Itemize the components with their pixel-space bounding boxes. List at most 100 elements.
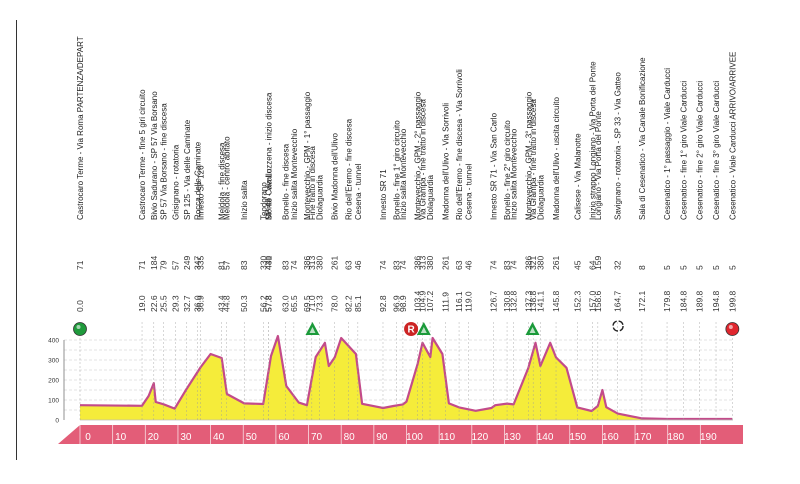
waypoint-altitude: 83 <box>281 260 291 270</box>
waypoint-altitude: 74 <box>289 260 299 270</box>
waypoint-name: Rocca delle Caminate <box>194 141 203 220</box>
waypoint-name: Madonna dell'Ulivo - Via Sorrivoli <box>441 103 450 220</box>
waypoint-altitude: 261 <box>440 256 450 270</box>
waypoint-name: Bonello - fine 1° giro circuito <box>392 120 401 220</box>
sprint-marker-letter: R <box>407 325 415 336</box>
km-tick-label: 90 <box>376 432 388 443</box>
waypoint-altitude: 249 <box>182 256 192 270</box>
waypoint-km: 189.8 <box>695 290 705 312</box>
waypoint-km: 104.9 <box>418 290 428 312</box>
waypoint-altitude: 5 <box>711 265 721 270</box>
waypoint-km: 98.9 <box>398 295 408 312</box>
waypoint-km: 132.8 <box>509 290 519 312</box>
waypoint-km: 119.0 <box>464 291 474 312</box>
km-tick-label: 110 <box>439 432 455 443</box>
waypoint-km: 164.7 <box>613 290 623 312</box>
km-axis-band <box>58 425 743 444</box>
waypoint-name: Monte Cavallo <box>265 168 274 220</box>
waypoint-altitude: 32 <box>613 260 623 270</box>
waypoint-altitude: 313 <box>307 256 317 270</box>
waypoint-name: Montevecchio - GPM - 1° passaggio <box>303 91 312 220</box>
waypoint-km: 56.2 <box>259 295 269 312</box>
waypoint-name: Innesto SP 126 <box>197 165 206 220</box>
waypoint-name: Innesto SR 71 <box>379 169 388 220</box>
y-tick-label: 400 <box>48 338 59 345</box>
waypoint-name: Cesena - tunnel <box>354 163 363 220</box>
waypoint-name: Diolaguardia <box>537 175 546 220</box>
waypoint-name: Cesena - tunnel <box>465 163 474 220</box>
waypoint-km: 19.0 <box>137 295 147 312</box>
marker-highlight <box>76 325 81 329</box>
y-tick-label: 300 <box>48 358 59 365</box>
km-tick-label: 160 <box>602 432 619 443</box>
waypoint-name: Inizio salita Montevecchio <box>399 128 408 220</box>
left-divider <box>16 20 17 460</box>
waypoint-altitude: 386 <box>302 256 312 270</box>
waypoint-altitude: 380 <box>425 256 435 270</box>
km-tick-label: 30 <box>180 432 192 443</box>
waypoint-km: 29.3 <box>171 295 181 312</box>
waypoint-altitude: 386 <box>523 256 533 270</box>
waypoint-name: Teodorano <box>260 182 269 220</box>
waypoint-km: 111.9 <box>440 292 450 312</box>
finish-marker-icon <box>725 322 740 336</box>
km-tick-label: 170 <box>635 432 652 443</box>
waypoint-name: Inizio salita Montevecchio <box>290 128 299 220</box>
waypoint-name: Bivio Sadurano - SP 57 Via Borsano <box>150 91 159 220</box>
waypoint-altitude: 74 <box>489 260 499 270</box>
waypoint-km: 57.8 <box>264 295 274 312</box>
y-tick-label: 200 <box>48 378 59 385</box>
waypoint-altitude: 335 <box>196 256 206 270</box>
km-tick-label: 10 <box>115 432 127 443</box>
waypoint-altitude: 57 <box>221 260 231 270</box>
waypoint-altitude: 83 <box>391 260 401 270</box>
km-tick-label: 190 <box>700 432 717 443</box>
gpm-inner-icon <box>420 327 427 333</box>
waypoint-name: Cesenatico - 1° passaggio - Viale Carduc… <box>663 68 672 220</box>
waypoint-altitude: 74 <box>509 260 519 270</box>
y-tick-label: 100 <box>48 398 59 405</box>
waypoint-altitude: 8 <box>637 265 647 270</box>
waypoint-name: Castrocaro Terme - Via Roma PARTENZA/DEP… <box>76 36 85 220</box>
waypoint-km: 179.8 <box>662 290 672 312</box>
waypoint-name: Inizio salita Montevecchio <box>510 128 519 220</box>
waypoint-name: Innesto SR 71 - Via San Carlo <box>490 112 499 220</box>
waypoint-km: 25.5 <box>158 295 168 312</box>
waypoint-altitude: 5 <box>695 265 705 270</box>
waypoint-km: 63.0 <box>281 295 291 312</box>
waypoint-name: Meldola - fine discesa <box>218 142 227 220</box>
waypoint-name: Bonello - fine discesa <box>282 143 291 220</box>
waypoint-name: SP 48 - Via Luzzena - inizio discesa <box>265 92 274 220</box>
waypoint-name: Montevecchio - GPM - 2° passaggio <box>414 91 423 220</box>
waypoint-altitude: 430 <box>264 256 274 270</box>
waypoint-name: Meldola - centro abitato <box>222 136 231 220</box>
waypoint-name: Bivio Madonna dell'Ulivo <box>331 133 340 220</box>
waypoint-km: 199.8 <box>727 290 737 312</box>
waypoint-altitude: 313 <box>418 256 428 270</box>
waypoint-name: Inizio strappo Longiano - Via Porta del … <box>589 61 598 220</box>
waypoint-km: 141.1 <box>536 290 546 312</box>
waypoint-altitude: 380 <box>314 256 324 270</box>
waypoint-km: 36.0 <box>193 295 203 312</box>
waypoint-altitude: 347 <box>193 256 203 270</box>
waypoint-altitude: 5 <box>727 265 737 270</box>
waypoint-km: 22.6 <box>149 295 159 312</box>
km-tick-label: 80 <box>344 432 356 443</box>
waypoint-altitude: 330 <box>259 256 269 270</box>
waypoint-name: Bonello - fine 2° giro circuito <box>503 120 512 220</box>
waypoint-altitude: 74 <box>398 260 408 270</box>
y-tick-label: 0 <box>55 418 59 425</box>
waypoint-km: 103.4 <box>413 290 423 312</box>
waypoint-altitude: 45 <box>572 260 582 270</box>
waypoint-name: Inizio salita <box>240 180 249 220</box>
waypoint-altitude: 321 <box>528 256 538 270</box>
waypoint-altitude: 71 <box>137 260 147 270</box>
gpm-inner-icon <box>529 327 536 333</box>
gpm-inner-icon <box>309 327 316 333</box>
waypoint-km: 96.9 <box>391 295 401 312</box>
waypoint-km: 137.3 <box>523 290 533 312</box>
waypoint-km: 172.1 <box>637 290 647 312</box>
waypoint-altitude: 63 <box>454 260 464 270</box>
waypoint-km: 0.0 <box>75 300 85 312</box>
waypoint-km: 184.8 <box>678 290 688 312</box>
